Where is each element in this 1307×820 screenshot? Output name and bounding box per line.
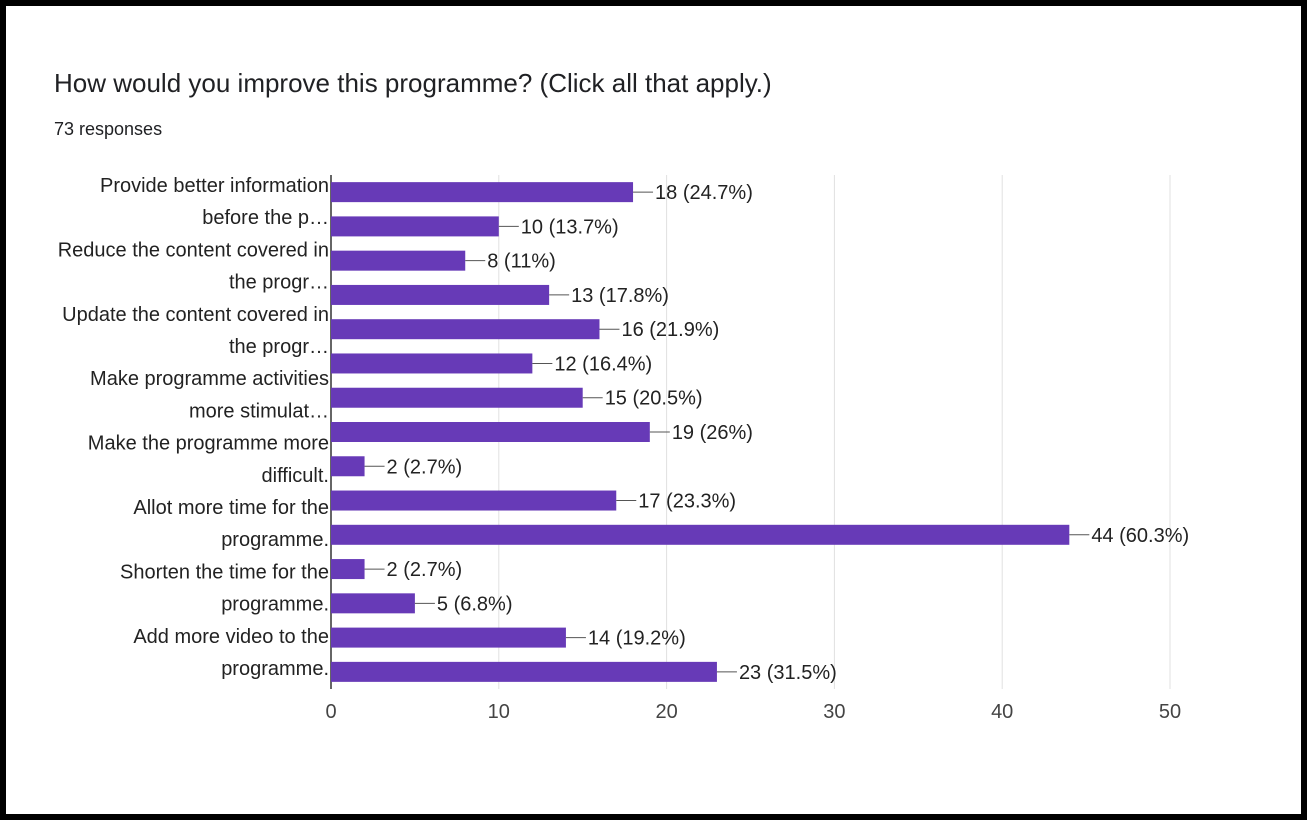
data-label: 23 (31.5%) xyxy=(739,662,837,684)
data-label: 44 (60.3%) xyxy=(1091,525,1189,547)
bar xyxy=(331,250,466,271)
category-label: Reduce the content covered in xyxy=(58,239,329,261)
bar xyxy=(331,353,533,374)
category-label: Allot more time for the xyxy=(133,497,329,519)
response-count: 73 responses xyxy=(54,119,163,139)
bar xyxy=(331,627,566,648)
bar xyxy=(331,284,550,305)
bar xyxy=(331,422,650,442)
category-label: programme. xyxy=(221,594,329,616)
data-label: 14 (19.2%) xyxy=(588,628,686,650)
data-label: 19 (26%) xyxy=(672,422,753,444)
category-label: Make programme activities xyxy=(90,368,329,390)
category-label: Provide better information xyxy=(100,175,329,197)
data-label: 18 (24.7%) xyxy=(655,182,753,204)
category-label: Make the programme more xyxy=(88,433,329,455)
bar xyxy=(331,182,634,203)
category-label: difficult. xyxy=(262,465,329,487)
bar xyxy=(331,456,365,477)
x-tick-label: 20 xyxy=(655,701,677,723)
x-tick-label: 50 xyxy=(1159,701,1181,723)
x-tick-label: 0 xyxy=(325,701,336,723)
category-label: the progr… xyxy=(229,336,329,358)
data-label: 2 (2.7%) xyxy=(387,559,463,581)
bar xyxy=(331,319,600,340)
bar-chart: 18 (24.7%) 10 (13.7%) 8 (11%) 13 (17.8%) 16 … xyxy=(58,175,1189,723)
data-label: 8 (11%) xyxy=(487,251,556,273)
x-tick-label: 30 xyxy=(823,701,845,723)
bar xyxy=(331,661,717,682)
category-label: programme. xyxy=(221,658,329,680)
bar xyxy=(331,559,365,580)
data-label: 12 (16.4%) xyxy=(554,353,652,375)
bar xyxy=(331,216,499,237)
category-label: more stimulat… xyxy=(189,400,329,422)
bar xyxy=(331,593,415,614)
category-label: programme. xyxy=(221,529,329,551)
data-label: 2 (2.7%) xyxy=(387,456,463,478)
x-tick-label: 40 xyxy=(991,701,1013,723)
data-label: 16 (21.9%) xyxy=(621,319,719,341)
chart-card: How would you improve this programme? (C… xyxy=(6,6,1301,814)
bar xyxy=(331,524,1070,545)
category-label: the progr… xyxy=(229,272,329,294)
data-label: 13 (17.8%) xyxy=(571,285,669,307)
data-label: 15 (20.5%) xyxy=(605,388,703,410)
data-label: 17 (23.3%) xyxy=(638,491,736,513)
category-label: Shorten the time for the xyxy=(120,561,329,583)
category-label: before the p… xyxy=(202,207,329,229)
data-label: 5 (6.8%) xyxy=(437,593,513,615)
bar xyxy=(331,387,583,408)
x-tick-label: 10 xyxy=(488,701,510,723)
chart-title: How would you improve this programme? (C… xyxy=(54,68,772,98)
data-label: 10 (13.7%) xyxy=(521,216,619,238)
category-label: Add more video to the xyxy=(133,626,329,648)
bar xyxy=(331,490,617,511)
category-label: Update the content covered in xyxy=(62,304,329,326)
